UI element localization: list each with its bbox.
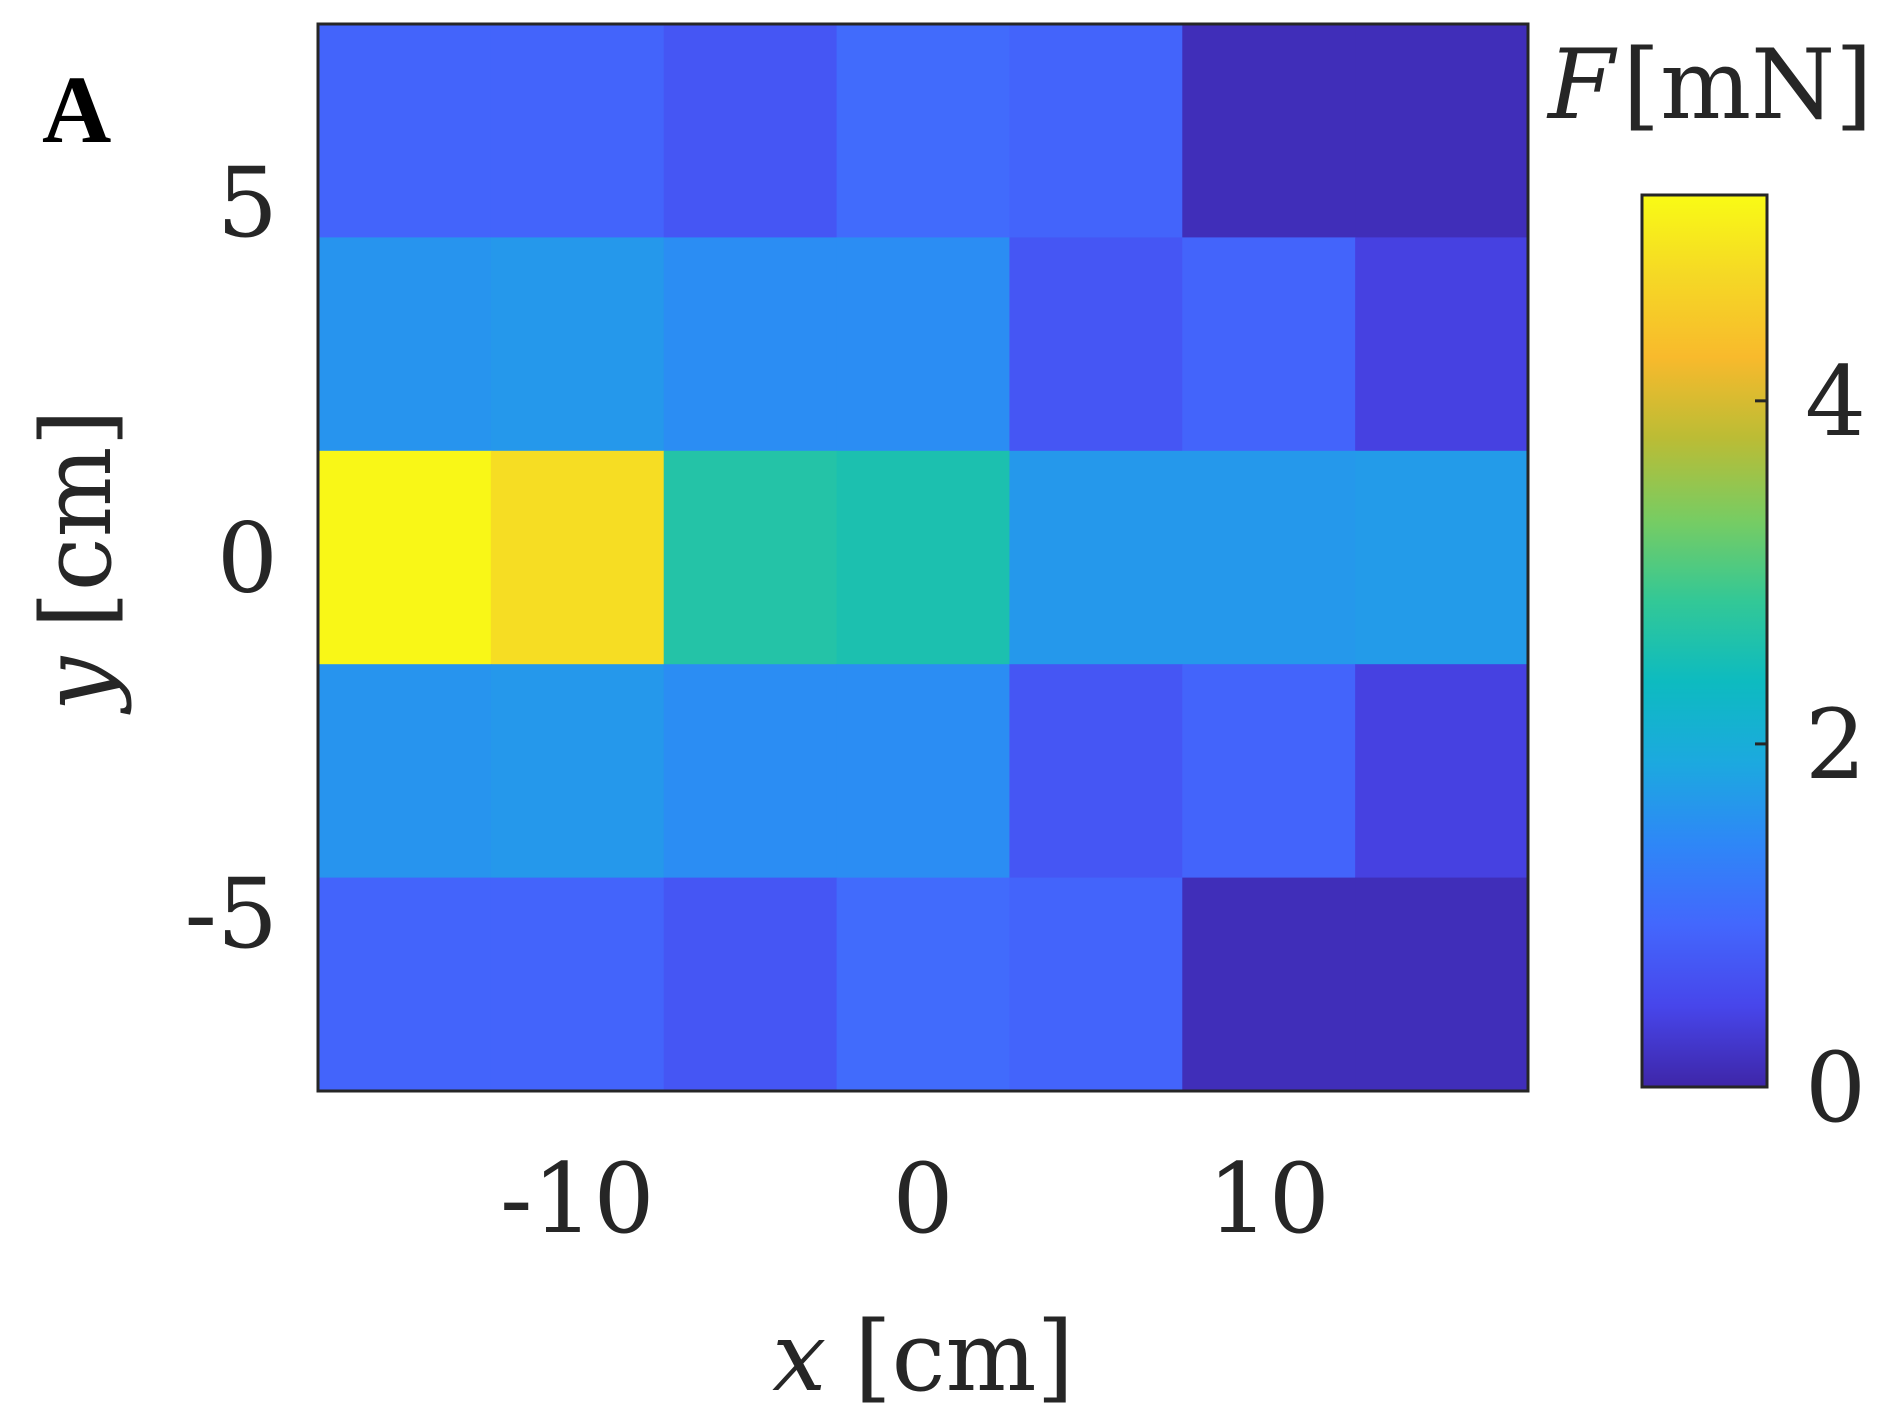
- heatmap-cell: [1355, 877, 1529, 1092]
- heatmap-cell: [836, 664, 1011, 879]
- colorbar: [1640, 193, 1769, 1089]
- heatmap-cell: [318, 450, 492, 665]
- y-tick-labels: 5 0 -5: [184, 147, 278, 970]
- heatmap-cell: [1182, 664, 1356, 879]
- y-tick-label: -5: [184, 858, 278, 970]
- heatmap-cell: [663, 877, 838, 1092]
- heatmap-cells: [318, 24, 1529, 1092]
- heatmap-cell: [1009, 877, 1183, 1092]
- y-axis-label: y [cm]: [21, 409, 133, 715]
- x-tick-labels: -10 0 10: [500, 1143, 1330, 1255]
- colorbar-tick-label: 4: [1805, 346, 1866, 458]
- heatmap-cell: [490, 877, 665, 1092]
- heatmap-cell: [318, 237, 492, 452]
- colorbar-title-unit: [mN]: [1623, 29, 1873, 141]
- heatmap-cell: [1355, 450, 1529, 665]
- heatmap-cell: [836, 24, 1011, 238]
- x-tick-label: -10: [500, 1143, 655, 1255]
- heatmap-cell: [318, 24, 492, 238]
- heatmap-cell: [1009, 664, 1183, 879]
- heatmap-cell: [1355, 24, 1529, 238]
- heatmap-cell: [318, 877, 492, 1092]
- y-axis-var: y: [21, 655, 133, 715]
- heatmap-cell: [836, 450, 1011, 665]
- heatmap-cell: [836, 877, 1011, 1092]
- heatmap-cell: [663, 664, 838, 879]
- x-axis-label: x [cm]: [772, 1301, 1074, 1413]
- heatmap-cell: [663, 450, 838, 665]
- heatmap-cell: [318, 664, 492, 879]
- heatmap-cell: [1009, 450, 1183, 665]
- y-axis-unit: [cm]: [21, 409, 133, 629]
- colorbar-title-var: F: [1546, 29, 1618, 141]
- heatmap-cell: [663, 237, 838, 452]
- colorbar-ticks: 0 2 4: [1755, 346, 1866, 1144]
- heatmap-cell: [490, 237, 665, 452]
- x-tick-label: 10: [1208, 1143, 1330, 1255]
- x-tick-label: 0: [892, 1143, 953, 1255]
- plot-frame: [316, 22, 1530, 1093]
- heatmap-cell: [663, 24, 838, 238]
- heatmap-cell: [490, 24, 665, 238]
- heatmap-cell: [1355, 237, 1529, 452]
- colorbar-title: F[mN]: [1546, 29, 1873, 141]
- heatmap-cell: [836, 237, 1011, 452]
- heatmap-cell: [490, 450, 665, 665]
- panel-label: A: [42, 56, 111, 163]
- y-tick-label: 5: [217, 147, 278, 259]
- heatmap-cell: [1355, 664, 1529, 879]
- heatmap-cell: [1182, 877, 1356, 1092]
- colorbar-tick-label: 2: [1805, 689, 1866, 801]
- heatmap-cell: [1182, 24, 1356, 238]
- heatmap-cell: [1182, 237, 1356, 452]
- y-tick-label: 0: [217, 503, 278, 615]
- x-axis-unit: [cm]: [854, 1301, 1074, 1413]
- heatmap-cell: [1009, 237, 1183, 452]
- heatmap-cell: [1182, 450, 1356, 665]
- colorbar-tick-label: 0: [1805, 1032, 1866, 1144]
- heatmap-cell: [1009, 24, 1183, 238]
- heatmap-cell: [490, 664, 665, 879]
- x-axis-var: x: [772, 1301, 826, 1413]
